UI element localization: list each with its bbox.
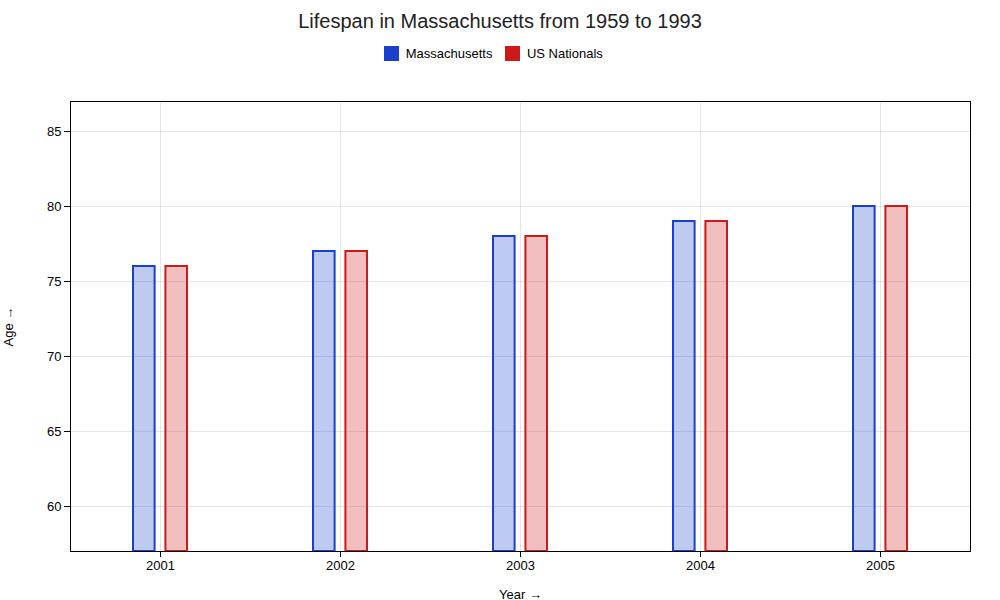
svg-text:80: 80: [47, 198, 61, 213]
svg-text:2005: 2005: [866, 557, 895, 572]
svg-text:60: 60: [47, 498, 61, 513]
svg-text:2004: 2004: [686, 557, 715, 572]
svg-text:Age →: Age →: [1, 306, 16, 346]
html-text:Massachusetts: Massachusetts: [405, 46, 493, 61]
html-text:US Nationals: US Nationals: [526, 46, 603, 61]
svg-text:2001: 2001: [146, 557, 175, 572]
svg-text:2003: 2003: [506, 557, 535, 572]
svg-text:Year →: Year →: [499, 586, 542, 600]
svg-text:85: 85: [47, 123, 61, 138]
html-text:Lifespan in Massachusetts from: Lifespan in Massachusetts from 1959 to 1…: [298, 10, 702, 32]
svg-text:2002: 2002: [326, 557, 355, 572]
svg-text:65: 65: [47, 423, 61, 438]
svg-text:70: 70: [47, 348, 61, 363]
svg-text:75: 75: [47, 273, 61, 288]
